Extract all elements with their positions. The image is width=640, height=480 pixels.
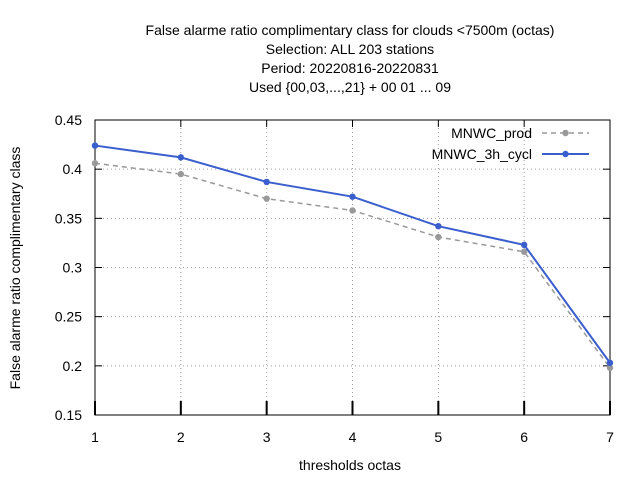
x-tick-label: 6	[520, 429, 528, 445]
data-point	[263, 195, 270, 202]
data-point	[177, 170, 185, 178]
y-tick-label: 0.35	[55, 210, 82, 226]
y-axis-label: False alarme ratio complimentary class	[7, 147, 23, 390]
data-point	[606, 359, 614, 367]
series-line	[94, 144, 611, 364]
x-tick-label: 2	[177, 429, 185, 445]
chart-title-line: Used {00,03,...,21} + 00 01 ... 09	[249, 79, 451, 95]
data-point	[349, 207, 356, 214]
data-point	[349, 193, 356, 200]
y-tick-label: 0.2	[63, 358, 83, 374]
data-point	[606, 364, 614, 371]
chart-title-line: False alarme ratio complimentary class f…	[146, 22, 555, 38]
x-tick-label: 3	[263, 429, 271, 445]
legend: MNWC_prod MNWC_3h_cycl	[432, 125, 589, 162]
y-tick-label: 0.4	[63, 161, 83, 177]
legend-swatch-marker	[562, 150, 569, 158]
y-axis-tick-labels: 0.15 0.2 0.25 0.3 0.35 0.4 0.45	[55, 112, 82, 423]
data-point	[520, 241, 528, 249]
data-point	[177, 154, 185, 161]
data-point	[91, 142, 99, 149]
legend-label: MNWC_prod	[451, 125, 532, 141]
x-tick-label: 5	[434, 429, 442, 445]
legend-swatch-marker	[562, 129, 569, 137]
data-point	[520, 248, 528, 255]
chart-title: False alarme ratio complimentary class f…	[146, 22, 555, 95]
data-point	[435, 233, 442, 241]
x-tick-label: 4	[349, 429, 357, 445]
data-point	[91, 160, 99, 167]
y-tick-label: 0.3	[63, 260, 83, 276]
data-point	[263, 178, 270, 186]
legend-label: MNWC_3h_cycl	[432, 146, 532, 162]
y-tick-label: 0.45	[55, 112, 82, 128]
series-mnwc-prod	[91, 160, 614, 371]
x-axis-label: thresholds octas	[299, 457, 401, 473]
y-tick-label: 0.15	[55, 407, 82, 423]
y-tick-label: 0.25	[55, 309, 82, 325]
x-tick-label: 7	[606, 429, 614, 445]
chart-title-line: Selection: ALL 203 stations	[266, 41, 434, 57]
x-tick-label: 1	[91, 429, 99, 445]
data-point	[435, 223, 442, 230]
chart-title-line: Period: 20220816-20220831	[261, 60, 439, 76]
series-group	[91, 142, 614, 371]
series-mnwc-3h-cycl	[91, 142, 614, 367]
x-axis-tick-labels: 1 2 3 4 5 6 7	[91, 429, 614, 445]
axis-ticks	[94, 119, 611, 416]
grid	[95, 120, 610, 415]
